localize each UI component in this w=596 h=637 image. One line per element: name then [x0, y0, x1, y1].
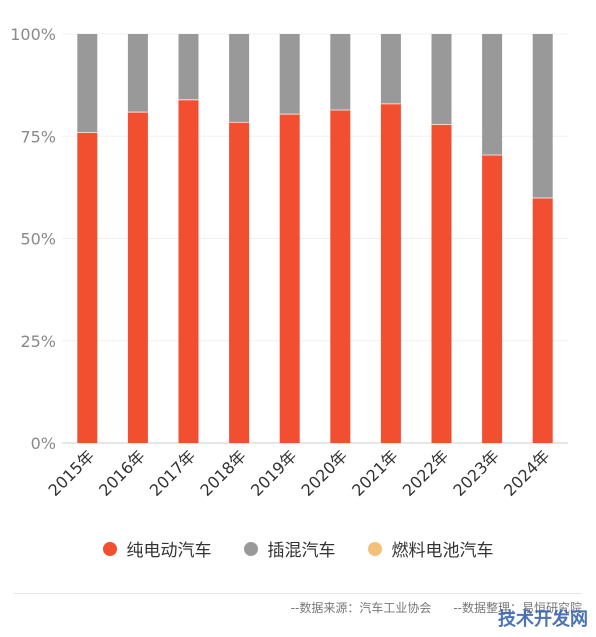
bar-segment-0-8: [482, 154, 503, 443]
x-tick-label: 2019年: [247, 446, 301, 500]
bar-segment-0-9: [532, 197, 553, 443]
legend-label-fcev: 燃料电池汽车: [391, 541, 494, 561]
bar-segment-1-3: [229, 34, 250, 122]
legend-dot-fcev: [367, 541, 382, 556]
bar-segment-0-3: [229, 121, 250, 443]
bar-segment-1-9: [532, 34, 553, 198]
bar-segment-0-4: [279, 113, 300, 443]
y-tick-label: 75%: [20, 127, 56, 146]
bar-segment-1-1: [127, 34, 148, 112]
source-note: --数据来源：汽车工业协会: [290, 601, 432, 615]
legend-item-phev: 插混汽车: [243, 536, 336, 561]
bar-segment-0-2: [178, 99, 199, 443]
compiled-note: --数据整理：易恒研究院: [453, 601, 582, 615]
legend-dot-bev: [102, 541, 117, 556]
bars: [77, 34, 553, 444]
x-tick-label: 2017年: [146, 446, 200, 500]
legend-label-bev: 纯电动汽车: [126, 541, 212, 561]
legend: 纯电动汽车 插混汽车 燃料电池汽车: [0, 536, 596, 561]
bar-segment-0-5: [330, 109, 351, 443]
bar-segment-1-8: [482, 34, 503, 155]
x-tick-label: 2022年: [399, 446, 453, 500]
x-tick-label: 2021年: [348, 446, 402, 500]
x-axis: 2015年2016年2017年2018年2019年2020年2021年2022年…: [45, 446, 554, 500]
x-tick-label: 2018年: [196, 446, 250, 500]
bar-segment-1-5: [330, 34, 351, 110]
y-tick-label: 100%: [10, 25, 56, 44]
footer-divider: [14, 593, 582, 594]
legend-label-phev: 插混汽车: [267, 541, 336, 561]
footer: --数据来源：汽车工业协会 --数据整理：易恒研究院: [291, 599, 582, 616]
x-tick-label: 2016年: [95, 446, 149, 500]
legend-item-fcev: 燃料电池汽车: [367, 536, 494, 561]
x-tick-label: 2015年: [45, 446, 99, 500]
bar-segment-1-0: [77, 34, 98, 133]
bar-segment-0-0: [77, 132, 98, 443]
y-axis: 0% 25% 50% 75% 100%: [10, 25, 56, 453]
bar-segment-0-1: [127, 111, 148, 444]
bar-segment-0-7: [431, 123, 452, 443]
x-tick-label: 2020年: [298, 446, 352, 500]
x-tick-label: 2024年: [500, 446, 554, 500]
bar-segment-1-7: [431, 34, 452, 124]
stacked-bar-chart: 0% 25% 50% 75% 100% 2015年2016年2017年2018年2019…: [10, 25, 568, 500]
bar-segment-1-2: [178, 34, 199, 100]
bar-segment-0-6: [380, 103, 401, 443]
y-tick-label: 25%: [20, 332, 56, 351]
legend-dot-phev: [243, 541, 258, 556]
watermark-logo: 技术开发网: [498, 609, 588, 630]
y-tick-label: 50%: [20, 230, 56, 249]
bar-segment-1-6: [380, 34, 401, 104]
y-tick-label: 0%: [31, 434, 56, 453]
x-tick-label: 2023年: [449, 446, 503, 500]
legend-item-bev: 纯电动汽车: [102, 536, 212, 561]
bar-segment-1-4: [279, 34, 300, 114]
